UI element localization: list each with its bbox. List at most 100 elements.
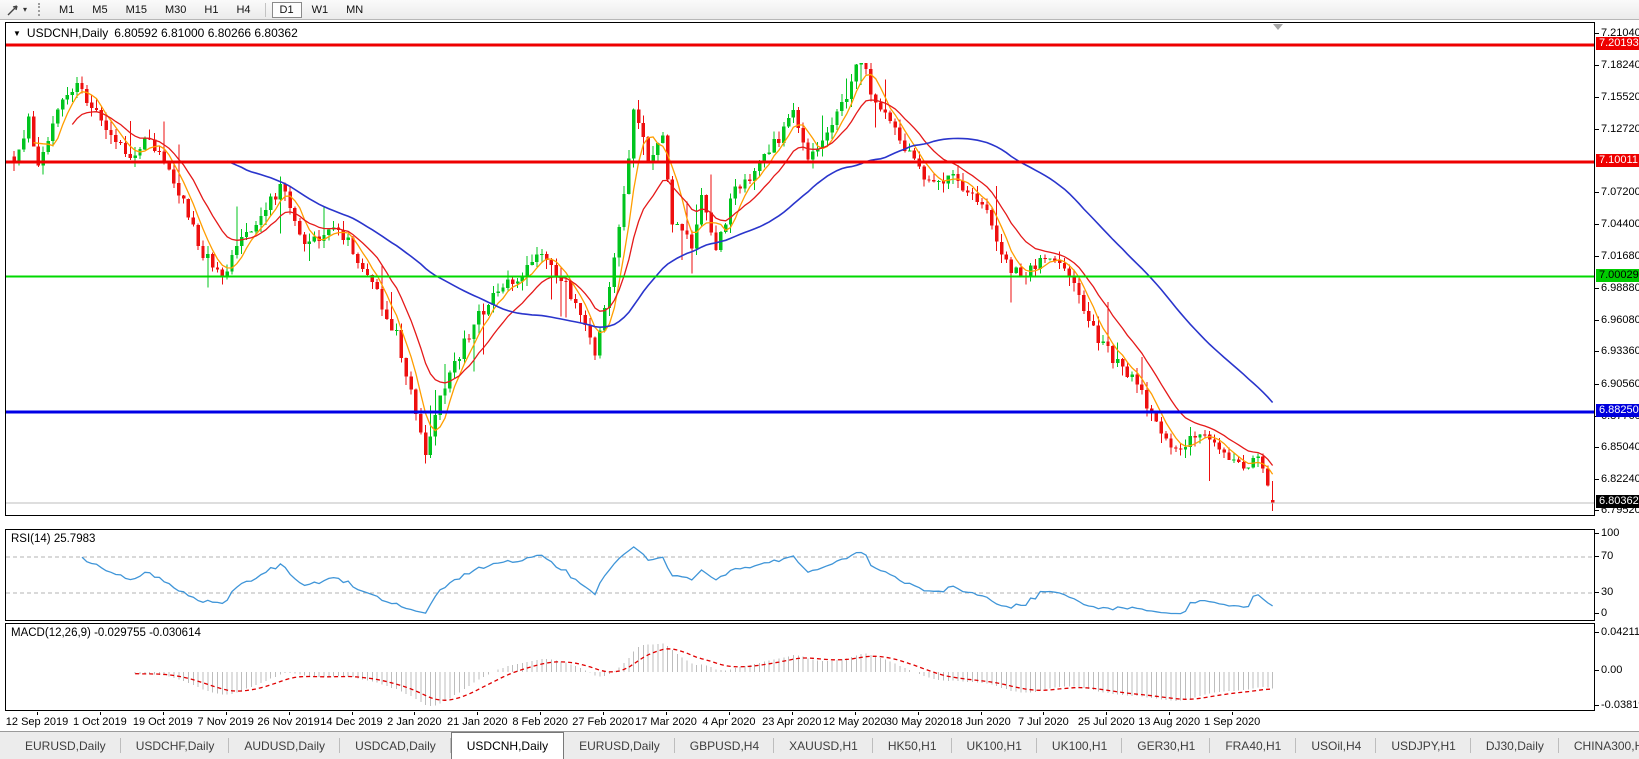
date-label: 8 Feb 2020 (512, 716, 569, 728)
date-label: 21 Jan 2020 (447, 716, 508, 728)
hline-price-label: 6.88250 (1596, 404, 1639, 418)
chart-tab-usdjpy-h1[interactable]: USDJPY,H1 (1376, 732, 1472, 759)
date-tick (854, 712, 856, 715)
date-label: 12 May 2020 (822, 716, 887, 728)
date-tick (728, 712, 730, 715)
rsi-tick-30: 30 (1593, 586, 1614, 598)
fast-ma-line[interactable] (33, 73, 1274, 475)
chart-tab-eurusd-daily[interactable]: EURUSD,Daily (564, 732, 675, 759)
chart-ohlc-values: 6.80592 6.81000 6.80266 6.80362 (114, 26, 298, 40)
chart-symbol-label: USDCNH,Daily (26, 26, 109, 40)
date-tick (1169, 712, 1171, 715)
timeframe-button-m5[interactable]: M5 (92, 3, 108, 16)
date-tick (791, 712, 793, 715)
main-chart-panel[interactable]: ▼ USDCNH,Daily 6.80592 6.81000 6.80266 6… (5, 22, 1595, 516)
date-label: 1 Sep 2020 (1203, 716, 1261, 728)
date-tick (980, 712, 982, 715)
timeframe-button-h4[interactable]: H4 (236, 3, 251, 16)
date-label: 1 Oct 2019 (72, 716, 127, 728)
chart-tab-usdchf-daily[interactable]: USDCHF,Daily (121, 732, 230, 759)
macd-signal-line (135, 648, 1273, 701)
candlestick-chart[interactable] (6, 23, 1594, 515)
date-label: 19 Oct 2019 (132, 716, 193, 728)
mid-ma-line[interactable] (71, 99, 1274, 466)
timeframe-button-h1[interactable]: H1 (204, 3, 219, 16)
rsi-label: RSI(14) 25.7983 (11, 533, 96, 545)
toolbar-drag-handle[interactable] (38, 3, 44, 16)
chart-tab-usoil-h4[interactable]: USOil,H4 (1296, 732, 1377, 759)
date-tick (225, 712, 227, 715)
date-label: 4 Apr 2020 (702, 716, 756, 728)
price-tick-7.07200: 7.07200 (1594, 186, 1639, 199)
date-label: 12 Sep 2019 (5, 716, 69, 728)
hline-price-label: 7.10011 (1596, 153, 1639, 167)
price-tick-7.12720: 7.12720 (1594, 122, 1639, 135)
date-tick (477, 712, 479, 715)
chart-tab-ger30-h1[interactable]: GER30,H1 (1122, 732, 1211, 759)
chart-tab-uk100-h1[interactable]: UK100,H1 (1037, 732, 1123, 759)
pointer-tool-button[interactable]: ▾ (3, 3, 30, 17)
chart-tab-uk100-h1[interactable]: UK100,H1 (952, 732, 1038, 759)
price-tick-7.04400: 7.04400 (1594, 218, 1639, 231)
collapse-arrow-icon[interactable]: ▼ (13, 28, 21, 38)
chart-tab-dj30-daily[interactable]: DJ30,Daily (1471, 732, 1559, 759)
date-label: 30 May 2020 (885, 716, 950, 728)
date-axis[interactable]: 12 Sep 2019 1 Oct 2019 19 Oct 2019 7 Nov 20… (5, 712, 1595, 731)
price-tick-6.98880: 6.98880 (1594, 281, 1639, 294)
date-tick (540, 712, 542, 715)
date-tick (162, 712, 164, 715)
date-label: 17 Mar 2020 (635, 716, 697, 728)
chart-tab-usdcad-daily[interactable]: USDCAD,Daily (340, 732, 451, 759)
date-tick (917, 712, 919, 715)
timeframe-button-mn[interactable]: MN (346, 3, 364, 16)
date-label: 23 Apr 2020 (762, 716, 822, 728)
date-tick (666, 712, 667, 715)
macd-histogram (134, 643, 1274, 706)
rsi-chart[interactable] (6, 530, 1594, 620)
slow-ma-line[interactable] (226, 137, 1274, 404)
macd-tick-0.00: 0.00 (1593, 664, 1623, 676)
rsi-panel[interactable]: RSI(14) 25.7983 (5, 529, 1595, 621)
timeframe-button-m1[interactable]: M1 (59, 3, 75, 16)
timeframe-button-m30[interactable]: M30 (164, 3, 187, 16)
macd-chart[interactable] (6, 624, 1594, 710)
date-tick (1106, 712, 1108, 715)
toolbar-separator (264, 2, 266, 17)
rsi-tick-0: 0 (1593, 607, 1608, 619)
macd-tick-0.042118: 0.042118 (1593, 626, 1639, 638)
date-label: 14 Dec 2019 (320, 716, 383, 728)
macd-label: MACD(12,26,9) -0.029755 -0.030614 (11, 627, 201, 639)
candles[interactable] (12, 63, 1275, 511)
price-tick-7.15520: 7.15520 (1594, 90, 1639, 103)
price-tick-6.82240: 6.82240 (1594, 473, 1639, 486)
rsi-tick-70: 70 (1593, 550, 1614, 562)
chevron-down-icon: ▾ (23, 5, 28, 14)
chart-tab-fra40-h1[interactable]: FRA40,H1 (1210, 732, 1297, 759)
chart-tab-hk50-h1[interactable]: HK50,H1 (873, 732, 952, 759)
pointer-tool-icon (6, 3, 20, 17)
chart-tab-audusd-daily[interactable]: AUDUSD,Daily (229, 732, 340, 759)
timeframe-button-d1[interactable]: D1 (271, 1, 302, 18)
chart-tab-xauusd-h1[interactable]: XAUUSD,H1 (774, 732, 873, 759)
timeframe-button-w1[interactable]: W1 (311, 3, 329, 16)
chart-tab-china300-h1[interactable]: CHINA300,H1 (1559, 732, 1639, 759)
date-tick (1232, 712, 1234, 715)
rsi-tick-100: 100 (1593, 527, 1620, 539)
macd-panel[interactable]: MACD(12,26,9) -0.029755 -0.030614 (5, 623, 1595, 711)
chart-shift-marker[interactable] (1273, 24, 1283, 30)
price-tick-6.85040: 6.85040 (1594, 441, 1639, 454)
price-tick-7.01680: 7.01680 (1594, 249, 1639, 262)
date-label: 26 Nov 2019 (257, 716, 320, 728)
chart-tab-gbpusd-h4[interactable]: GBPUSD,H4 (675, 732, 775, 759)
date-label: 25 Jul 2020 (1077, 716, 1135, 728)
date-tick (414, 712, 416, 715)
date-tick (99, 712, 101, 715)
chart-tab-usdcnh-daily[interactable]: USDCNH,Daily (450, 732, 565, 759)
date-label: 18 Jun 2020 (950, 716, 1011, 728)
timeframe-button-m15[interactable]: M15 (125, 3, 147, 16)
chart-tab-eurusd-daily[interactable]: EURUSD,Daily (10, 732, 121, 759)
chart-tab-bar: EURUSD,Daily USDCHF,Daily AUDUSD,Daily USDC… (0, 731, 1639, 759)
date-label: 27 Feb 2020 (572, 716, 634, 728)
current-price-label: 6.80362 (1596, 494, 1639, 508)
date-tick (1043, 712, 1045, 715)
